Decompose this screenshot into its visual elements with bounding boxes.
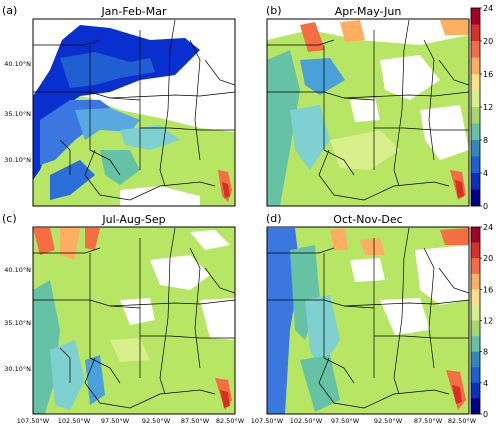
colorbar-bottom-tick-label-0: 24	[483, 223, 493, 232]
colorbar-bottom-swatch-4	[471, 289, 480, 306]
lat-label-30-c: 30.10°N	[4, 365, 31, 373]
colorbar-top-swatch-1	[471, 24, 480, 42]
panel-b: (b) Apr-May-Jun	[266, 4, 470, 207]
colorbar-top-swatch-7	[471, 123, 480, 141]
colorbar-bottom-tick-label-3: 12	[483, 317, 493, 326]
colorbar-bottom-swatch-3	[471, 273, 480, 290]
colorbar-top-swatch-6	[471, 107, 480, 124]
colorbar-top-swatch-0	[471, 8, 480, 25]
panel-d-letter: (d)	[266, 212, 282, 225]
colorbar-bottom-tick-label-2: 16	[483, 285, 493, 294]
panel-c-letter: (c)	[2, 212, 17, 225]
lon-label-87-d: 87.50°W	[414, 417, 443, 425]
colorbar-top-swatch-3	[471, 57, 480, 75]
panel-c-lat-ticks: 40.10°N 35.10°N 30.10°N	[4, 266, 31, 373]
colorbar-top: 24 20 16 12 8 4 0	[470, 4, 493, 211]
lon-label-102-d: 102.50°W	[290, 417, 323, 425]
colorbar-top-tick-label-1: 20	[483, 37, 493, 46]
lat-label-35-c: 35.10°N	[4, 319, 31, 327]
panel-a: (a) Jan-Feb-Mar	[2, 4, 236, 207]
lon-label-107-c: 107.50°W	[17, 417, 50, 425]
colorbar-top-tick-label-0: 24	[483, 4, 493, 13]
colorbar-bottom-swatch-6	[471, 320, 480, 337]
colorbar-top-tick-label-2: 16	[483, 70, 493, 79]
colorbar-bottom-tick-label-4: 8	[483, 348, 488, 357]
lat-label-30: 30.10°N	[4, 156, 31, 164]
colorbar-bottom-tick-label-6: 0	[483, 410, 488, 419]
colorbar-bottom-swatch-0	[471, 227, 480, 243]
panel-a-lat-ticks: 40.10°N 35.10°N 30.10°N	[4, 60, 31, 164]
colorbar-bottom-swatch-2	[471, 258, 480, 275]
colorbar-bottom-swatch-9	[471, 367, 480, 384]
colorbar-bottom-swatch-1	[471, 242, 480, 259]
colorbar-bottom-swatch-5	[471, 304, 480, 321]
lon-label-82-d: 82.50°W	[448, 417, 477, 425]
colorbar-bottom-swatch-7	[471, 336, 480, 352]
lon-label-87-c: 87.50°W	[181, 417, 210, 425]
panel-c-lon-ticks: 107.50°W 102.50°W 97.50°W 92.50°W 87.50°…	[17, 417, 245, 425]
panel-d-lon-ticks: 107.50°W 102.50°W 97.50°W 92.50°W 87.50°…	[251, 417, 477, 425]
panel-a-title: Jan-Feb-Mar	[100, 5, 167, 18]
lat-label-35: 35.10°N	[4, 110, 31, 118]
colorbar-top-tick-label-5: 4	[483, 169, 488, 178]
colorbar-top-tick-label-4: 8	[483, 136, 488, 145]
lon-label-92-c: 92.50°W	[142, 417, 171, 425]
colorbar-top-swatch-11	[471, 189, 480, 207]
colorbar-bottom-tick-label-5: 4	[483, 379, 488, 388]
colorbar-top-swatch-5	[471, 90, 480, 108]
colorbar-bottom-swatch-10	[471, 382, 480, 399]
colorbar-bottom-swatch-8	[471, 351, 480, 368]
lat-label-40: 40.10°N	[4, 60, 31, 68]
panel-c: (c) Jul-Aug-Sep	[2, 212, 245, 425]
colorbar-top-swatch-8	[471, 140, 480, 157]
lon-label-107-d: 107.50°W	[251, 417, 284, 425]
panel-d-title: Oct-Nov-Dec	[333, 213, 402, 226]
colorbar-top-swatch-2	[471, 41, 480, 58]
lon-label-102-c: 102.50°W	[58, 417, 91, 425]
lon-label-97-d: 97.50°W	[331, 417, 360, 425]
lat-label-40-c: 40.10°N	[4, 266, 31, 274]
lon-label-92-d: 92.50°W	[374, 417, 403, 425]
panel-b-letter: (b)	[266, 4, 282, 17]
colorbar-bottom-swatch-11	[471, 398, 480, 415]
lon-label-82-c: 82.50°W	[216, 417, 245, 425]
colorbar-top-swatch-4	[471, 74, 480, 91]
colorbar-top-swatch-10	[471, 173, 480, 190]
colorbar-top-swatch-9	[471, 156, 480, 174]
panel-b-title: Apr-May-Jun	[335, 5, 402, 18]
panel-a-letter: (a)	[2, 4, 17, 17]
colorbar-top-tick-label-3: 12	[483, 103, 493, 112]
lon-label-97-c: 97.50°W	[101, 417, 130, 425]
panel-c-title: Jul-Aug-Sep	[101, 213, 165, 226]
colorbar-top-tick-label-6: 0	[483, 202, 488, 211]
panel-d: (d) Oct-Nov-Dec	[251, 212, 477, 425]
colorbar-bottom: 24 20 16 12 8 4 0	[470, 223, 493, 419]
colorbar-bottom-tick-label-1: 20	[483, 254, 493, 263]
